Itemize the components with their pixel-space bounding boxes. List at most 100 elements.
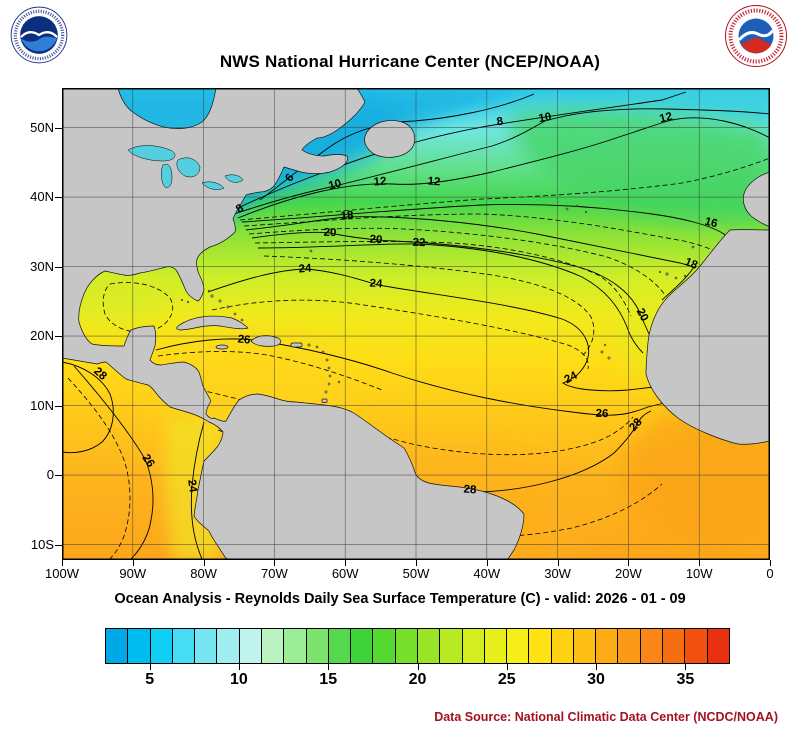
lon-axis-label: 50W — [402, 566, 430, 581]
lon-axis-label: 90W — [119, 566, 147, 581]
colorbar-cell — [149, 629, 172, 663]
colorbar-cell — [461, 629, 484, 663]
nws-logo — [725, 5, 787, 67]
lon-axis-tick — [132, 560, 134, 566]
hispaniola — [250, 335, 282, 347]
africa — [645, 229, 770, 445]
lat-axis-label: 0 — [46, 467, 54, 483]
map-frame — [62, 88, 770, 560]
lat-axis-tick — [55, 266, 62, 268]
lon-axis-label: 60W — [331, 566, 359, 581]
lon-axis-label: 30W — [544, 566, 571, 581]
lon-axis-tick — [699, 560, 701, 566]
colorbar-tick — [417, 664, 419, 670]
grid-lines — [62, 88, 770, 560]
colorbar-cell — [416, 629, 440, 663]
colorbar-tick-label: 25 — [497, 671, 516, 688]
lat-axis-label: 40N — [30, 189, 54, 205]
sst-map — [62, 88, 770, 560]
colorbar-tick — [685, 664, 687, 670]
newfoundland — [364, 120, 416, 158]
colorbar-tick — [149, 664, 151, 670]
lat-axis-tick — [55, 197, 62, 199]
lon-axis-label: 100W — [45, 566, 79, 581]
colorbar-cell — [617, 629, 640, 663]
data-source: Data Source: National Climatic Data Cent… — [434, 710, 778, 724]
colorbar-tick — [506, 664, 508, 670]
lat-axis-tick — [55, 544, 62, 546]
colorbar-cell — [238, 629, 261, 663]
lat-axis-tick — [55, 405, 62, 407]
colorbar-tick — [328, 664, 330, 670]
colorbar-cell — [283, 629, 306, 663]
lon-axis-label: 0 — [766, 566, 774, 581]
noaa-logo-gull-icon — [20, 31, 58, 38]
cuba — [176, 315, 249, 331]
colorbar-tick-label: 30 — [587, 671, 605, 688]
colorbar-cell — [305, 629, 328, 663]
colorbar-cell — [550, 629, 573, 663]
page-title: NWS National Hurricane Center (NCEP/NOAA… — [219, 52, 601, 71]
colorbar-cell — [350, 629, 373, 663]
great-lakes — [127, 145, 244, 190]
colorbar-cell — [572, 629, 596, 663]
nws-logo-red-wedge — [741, 37, 772, 54]
lon-axis-label: 40W — [473, 566, 501, 581]
colorbar-tick — [596, 664, 598, 670]
iberia — [742, 171, 770, 228]
colorbar-cell — [327, 629, 351, 663]
lat-axis-label: 30N — [30, 258, 54, 274]
noaa-logo-sea — [21, 36, 57, 52]
colorbar-tick-label: 5 — [145, 671, 155, 688]
lon-axis-tick — [770, 560, 771, 566]
colorbar-cell — [662, 629, 685, 663]
americas-landmass — [62, 88, 525, 560]
colorbar-tick-label: 15 — [319, 671, 338, 688]
lon-axis-label: 70W — [261, 566, 288, 581]
lon-axis-tick — [203, 560, 205, 566]
colorbar-cell — [127, 629, 150, 663]
trinidad — [321, 398, 328, 403]
lat-axis-label: 10N — [30, 397, 54, 413]
jamaica — [215, 344, 229, 350]
colorbar-tick-label: 35 — [676, 671, 695, 688]
lat-axis-tick — [55, 127, 62, 129]
colorbar-cell — [684, 629, 707, 663]
land-masses — [62, 88, 770, 560]
lon-axis-tick — [557, 560, 559, 566]
colorbar-tick-label: 10 — [230, 671, 248, 688]
lon-axis-tick — [628, 560, 630, 566]
lon-axis-label: 80W — [190, 566, 217, 581]
colorbar-cell — [171, 629, 195, 663]
nws-logo-swoosh-icon — [738, 30, 774, 41]
colorbar-cell — [528, 629, 551, 663]
lon-axis-label: 10W — [685, 566, 713, 581]
map-subtitle: Ocean Analysis - Reynolds Daily Sea Surf… — [114, 591, 686, 607]
small-islands — [180, 204, 695, 394]
colorbar-cell — [372, 629, 395, 663]
colorbar-tick-label: 20 — [408, 671, 427, 688]
colorbar-cell — [260, 629, 284, 663]
colorbar-cell — [439, 629, 462, 663]
colorbar-cell — [483, 629, 507, 663]
lat-axis-label: 20N — [30, 328, 54, 344]
colorbar-cell — [706, 629, 729, 663]
nws-logo-text-ring — [728, 8, 784, 64]
lon-axis-tick — [345, 560, 347, 566]
lon-axis-tick — [416, 560, 417, 566]
lat-axis-label: 10S — [30, 536, 54, 552]
colorbar-cell — [194, 629, 217, 663]
colorbar-cell — [106, 629, 128, 663]
colorbar-cell — [639, 629, 663, 663]
lat-axis-label: 50N — [30, 119, 54, 135]
lat-axis-tick — [55, 475, 62, 477]
colorbar-cell — [394, 629, 417, 663]
colorbar-tick — [238, 664, 240, 670]
noaa-logo-text-ring — [13, 9, 65, 61]
lon-axis-tick — [486, 560, 488, 566]
colorbar-cell — [216, 629, 239, 663]
lat-axis-tick — [55, 336, 62, 338]
lon-axis-tick — [62, 560, 63, 566]
puerto-rico — [290, 342, 303, 348]
